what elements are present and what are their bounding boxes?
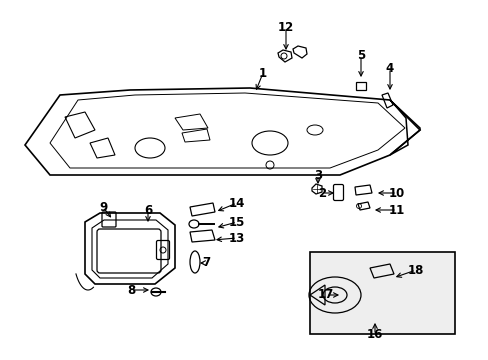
Text: 14: 14 bbox=[228, 197, 244, 210]
Text: 8: 8 bbox=[126, 284, 135, 297]
Text: 7: 7 bbox=[202, 256, 210, 270]
Text: 1: 1 bbox=[259, 67, 266, 80]
Bar bbox=[309, 252, 454, 334]
Text: 9: 9 bbox=[99, 201, 107, 213]
Bar bbox=[355, 82, 365, 90]
Text: 10: 10 bbox=[388, 186, 404, 199]
Text: 3: 3 bbox=[313, 168, 322, 181]
Text: 12: 12 bbox=[277, 21, 293, 33]
Text: 18: 18 bbox=[407, 264, 423, 276]
Text: 4: 4 bbox=[385, 62, 393, 75]
Text: 11: 11 bbox=[388, 203, 404, 216]
Text: 2: 2 bbox=[317, 186, 325, 199]
Text: 17: 17 bbox=[317, 288, 333, 302]
Text: 5: 5 bbox=[356, 49, 365, 62]
Text: 15: 15 bbox=[228, 216, 244, 229]
Text: 6: 6 bbox=[143, 203, 152, 216]
Text: 13: 13 bbox=[228, 231, 244, 244]
Text: 16: 16 bbox=[366, 328, 383, 342]
